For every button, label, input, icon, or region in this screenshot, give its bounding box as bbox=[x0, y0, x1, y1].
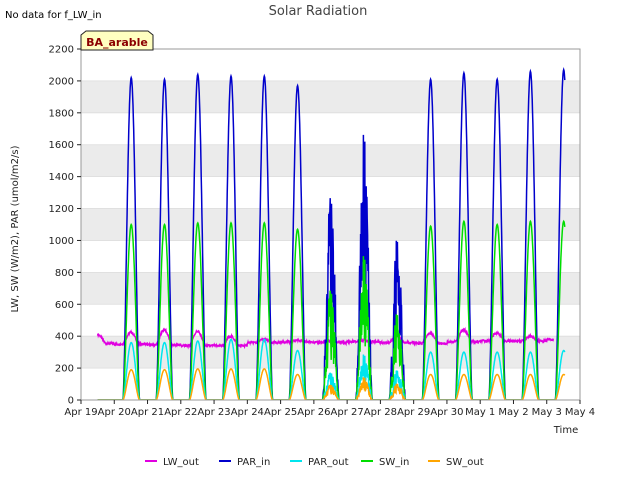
y-tick-label: 2000 bbox=[49, 76, 74, 87]
x-tick-label: Apr 21 bbox=[131, 407, 164, 418]
y-tick-label: 400 bbox=[55, 332, 74, 343]
legend-label: SW_in bbox=[379, 457, 409, 468]
grid-band bbox=[81, 80, 580, 113]
plot-frame bbox=[80, 48, 581, 401]
legend-item-par-out: PAR_out bbox=[290, 457, 349, 468]
x-tick-label: Apr 19 bbox=[64, 407, 97, 418]
legend-item-lw-out: LW_out bbox=[145, 457, 199, 468]
x-tick-label: Apr 20 bbox=[98, 407, 131, 418]
y-tick-label: 1800 bbox=[49, 108, 74, 119]
x-tick-label: May 4 bbox=[565, 407, 595, 418]
y-tick-label: 1600 bbox=[49, 140, 74, 151]
y-axis-ticks: 0 200 400 600 800 1000 1200 1400 1600 1800 2000 220… bbox=[49, 45, 81, 407]
y-tick-label: 2200 bbox=[49, 45, 74, 56]
legend-label: LW_out bbox=[163, 457, 199, 468]
legend-label: PAR_out bbox=[308, 457, 349, 468]
legend-label: PAR_in bbox=[237, 457, 270, 468]
chart-title: Solar Radiation bbox=[269, 4, 368, 19]
legend-label: SW_out bbox=[446, 457, 484, 468]
x-tick-label: Apr 23 bbox=[197, 407, 230, 418]
grid-band bbox=[81, 144, 580, 177]
badge-box bbox=[80, 30, 154, 51]
y-tick-label: 1200 bbox=[49, 204, 74, 215]
y-tick-label: 800 bbox=[55, 268, 74, 279]
y-tick-label: 600 bbox=[55, 300, 74, 311]
x-tick-label: Apr 27 bbox=[331, 407, 364, 418]
badge-label: BA_arable bbox=[86, 36, 148, 49]
y-tick-label: 0 bbox=[68, 396, 74, 407]
y-tick-label: 1400 bbox=[49, 172, 74, 183]
y-tick-label: 1000 bbox=[49, 236, 74, 247]
x-axis-label: Time bbox=[553, 425, 578, 436]
legend-item-sw-in: SW_in bbox=[361, 457, 409, 468]
x-tick-label: May 1 bbox=[465, 407, 495, 418]
legend: LW_out PAR_in PAR_out SW_in SW_out bbox=[145, 457, 484, 468]
x-tick-label: May 3 bbox=[532, 407, 562, 418]
no-data-note: No data for f_LW_in bbox=[5, 10, 102, 21]
series-lines bbox=[96, 67, 566, 400]
legend-item-par-in: PAR_in bbox=[219, 457, 270, 468]
station-badge: BA_arable bbox=[80, 30, 154, 51]
x-tick-label: Apr 26 bbox=[297, 407, 330, 418]
x-tick-label: Apr 22 bbox=[164, 407, 197, 418]
series-line-sw-in bbox=[97, 219, 566, 400]
legend-item-sw-out: SW_out bbox=[428, 457, 484, 468]
y-axis-label: LW, SW (W/m2), PAR (umol/m2/s) bbox=[10, 145, 21, 312]
x-tick-label: May 2 bbox=[498, 407, 528, 418]
series-line-sw-out bbox=[97, 368, 566, 400]
x-tick-label: Apr 28 bbox=[364, 407, 397, 418]
x-tick-label: Apr 30 bbox=[430, 407, 463, 418]
y-tick-label: 200 bbox=[55, 364, 74, 375]
x-tick-label: Apr 24 bbox=[231, 407, 264, 418]
x-tick-label: Apr 25 bbox=[264, 407, 297, 418]
grid-bands bbox=[81, 48, 580, 401]
x-tick-label: Apr 29 bbox=[397, 407, 430, 418]
x-axis-ticks: Apr 19 Apr 20 Apr 21 Apr 22 Apr 23 Apr 24 Apr … bbox=[64, 400, 595, 418]
